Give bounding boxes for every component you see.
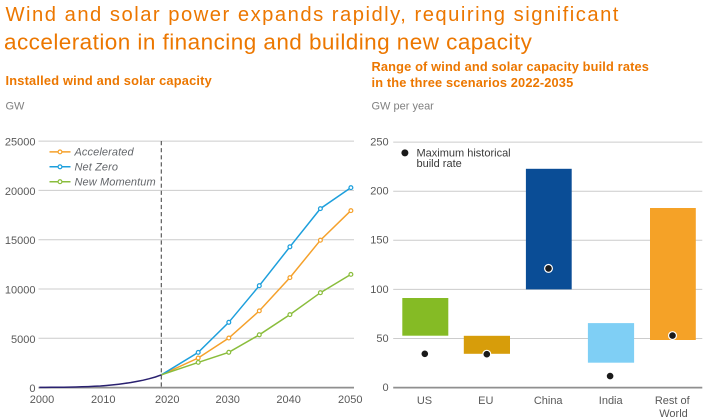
svg-text:US: US <box>417 395 432 407</box>
svg-text:Range of wind and solar capaci: Range of wind and solar capacity build r… <box>372 59 650 74</box>
svg-text:0: 0 <box>382 382 388 394</box>
svg-text:build rate: build rate <box>417 158 462 170</box>
svg-text:2010: 2010 <box>91 394 115 406</box>
svg-text:New Momentum: New Momentum <box>75 177 156 189</box>
svg-text:Rest of: Rest of <box>655 395 691 407</box>
svg-text:15000: 15000 <box>5 235 36 247</box>
svg-text:2020: 2020 <box>155 394 179 406</box>
svg-text:World: World <box>659 408 688 420</box>
svg-text:0: 0 <box>29 383 35 395</box>
svg-text:150: 150 <box>370 235 388 247</box>
svg-text:200: 200 <box>370 186 388 198</box>
svg-text:India: India <box>599 395 624 407</box>
svg-text:GW per year: GW per year <box>372 101 435 113</box>
svg-text:Wind and solar power expands r: Wind and solar power expands rapidly, re… <box>6 4 620 26</box>
svg-text:Accelerated: Accelerated <box>74 147 135 159</box>
svg-text:10000: 10000 <box>5 285 36 297</box>
svg-text:China: China <box>534 395 564 407</box>
svg-text:100: 100 <box>370 284 388 296</box>
svg-text:Maximum historical: Maximum historical <box>417 148 511 160</box>
svg-text:acceleration in financing and: acceleration in financing and building n… <box>4 29 533 54</box>
svg-text:2030: 2030 <box>215 394 239 406</box>
svg-text:Net Zero: Net Zero <box>75 162 119 174</box>
svg-text:2040: 2040 <box>276 394 300 406</box>
svg-text:in the three scenarios 2022-20: in the three scenarios 2022-2035 <box>372 75 574 90</box>
svg-text:EU: EU <box>478 395 493 407</box>
svg-text:25000: 25000 <box>5 137 36 149</box>
svg-text:50: 50 <box>376 333 388 345</box>
svg-text:GW: GW <box>6 101 26 113</box>
svg-text:2050: 2050 <box>338 394 362 406</box>
svg-text:250: 250 <box>370 137 388 149</box>
svg-text:2000: 2000 <box>30 394 54 406</box>
svg-text:Installed wind and solar capac: Installed wind and solar capacity <box>6 73 213 88</box>
svg-text:20000: 20000 <box>5 186 36 198</box>
svg-text:5000: 5000 <box>11 334 35 346</box>
